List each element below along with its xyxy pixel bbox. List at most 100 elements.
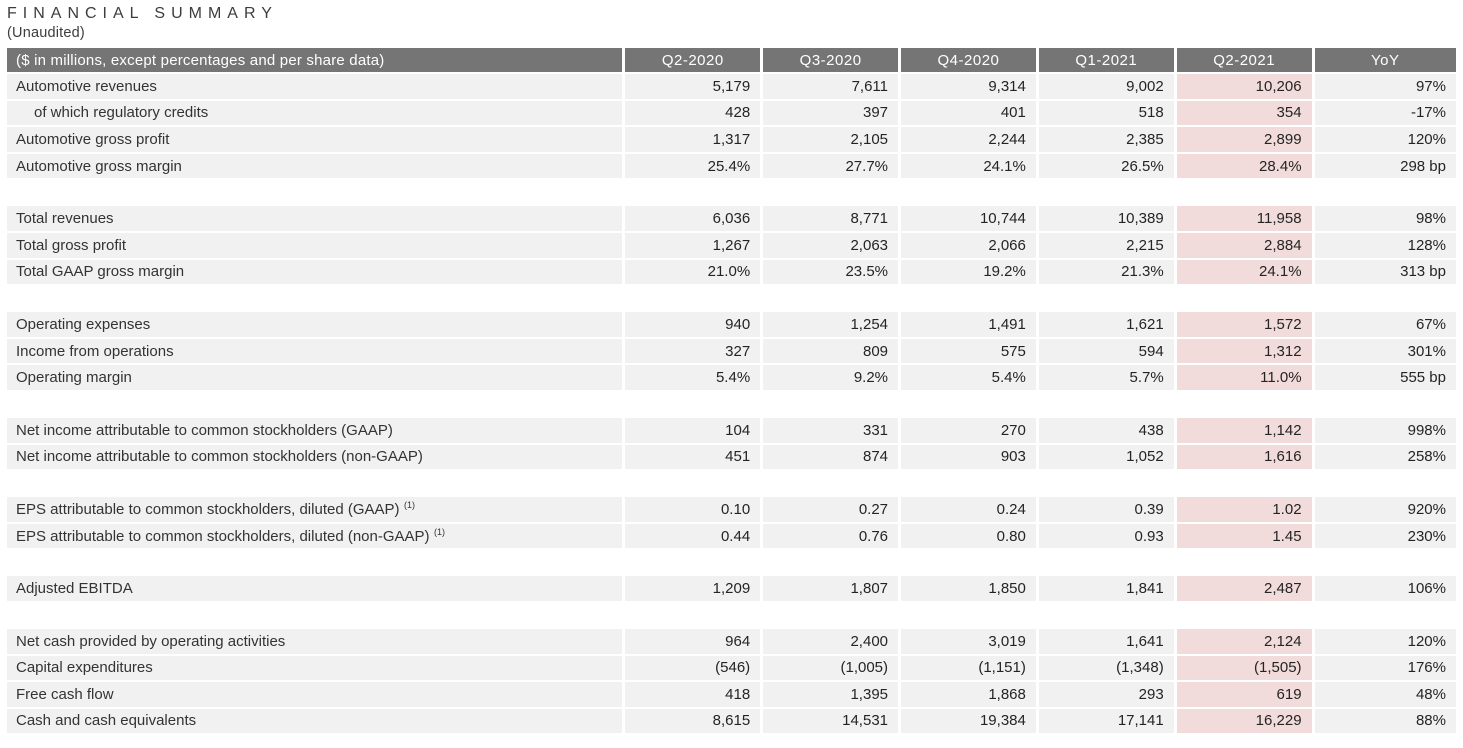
cell-value: 2,066 <box>898 231 1038 260</box>
cell-value: 21.3% <box>1035 258 1176 287</box>
cell-value: 120% <box>1311 628 1456 656</box>
cell-value: 1,641 <box>1035 628 1176 656</box>
group-spacer-row <box>7 601 1456 629</box>
row-label: Total GAAP gross margin <box>7 258 624 287</box>
cell-value: 9,002 <box>1035 73 1176 101</box>
cell-value: 2,244 <box>898 126 1038 154</box>
cell-value: 97% <box>1311 73 1456 101</box>
cell-value: 2,400 <box>760 628 900 656</box>
cell-value: 998% <box>1311 417 1456 445</box>
cell-value: 1,254 <box>760 312 900 339</box>
table-row: Automotive gross margin 25.4% 27.7% 24.1% 26… <box>7 152 1456 181</box>
cell-value: 10,389 <box>1035 206 1176 233</box>
cell-value: 5.4% <box>898 364 1038 392</box>
page-title: FINANCIAL SUMMARY <box>7 5 278 22</box>
table-row: Free cash flow 418 1,395 1,868 293 619 48% <box>7 681 1456 709</box>
cell-value: 1,209 <box>622 576 762 603</box>
cell-value: 258% <box>1311 443 1456 472</box>
cell-value: (1,151) <box>898 654 1038 683</box>
cell-value: 313 bp <box>1311 258 1456 287</box>
cell-value: 1,841 <box>1035 576 1176 603</box>
cell-value: 1.02 <box>1173 497 1314 524</box>
cell-value: 964 <box>622 628 762 656</box>
cell-value: 24.1% <box>1173 258 1314 287</box>
table-row: Automotive revenues 5,179 7,611 9,314 9,002 1… <box>7 73 1456 101</box>
table-row: Net cash provided by operating activitie… <box>7 628 1456 656</box>
cell-value: 176% <box>1311 654 1456 683</box>
cell-value: 594 <box>1035 337 1176 366</box>
row-label: Operating expenses <box>7 312 624 339</box>
footnote-marker: (1) <box>431 526 446 537</box>
cell-value: 128% <box>1311 231 1456 260</box>
cell-value: 327 <box>622 337 762 366</box>
cell-value: (1,005) <box>760 654 900 683</box>
cell-value: 1,807 <box>760 576 900 603</box>
cell-value: 331 <box>760 417 900 445</box>
cell-value: 1.45 <box>1173 522 1314 551</box>
row-label: Automotive revenues <box>7 73 624 101</box>
cell-value: 575 <box>898 337 1038 366</box>
cell-value: 1,395 <box>760 681 900 709</box>
cell-value: 619 <box>1173 681 1314 709</box>
cell-value: 0.76 <box>760 522 900 551</box>
column-header-q2-2021: Q2-2021 <box>1173 48 1314 74</box>
cell-value: 438 <box>1035 417 1176 445</box>
cell-value: 2,124 <box>1173 628 1314 656</box>
cell-value: 1,267 <box>622 231 762 260</box>
cell-value: 270 <box>898 417 1038 445</box>
row-label: EPS attributable to common stockholders,… <box>7 522 624 551</box>
cell-value: 1,317 <box>622 126 762 154</box>
cell-value: (1,348) <box>1035 654 1176 683</box>
cell-value: 2,884 <box>1173 231 1314 260</box>
table-row: Total revenues 6,036 8,771 10,744 10,389 11,9… <box>7 206 1456 233</box>
cell-value: 0.44 <box>622 522 762 551</box>
row-label: Income from operations <box>7 337 624 366</box>
row-label: Free cash flow <box>7 681 624 709</box>
cell-value: 2,899 <box>1173 126 1314 154</box>
row-label: Adjusted EBITDA <box>7 576 624 603</box>
table-caption-header: ($ in millions, except percentages and p… <box>7 48 624 74</box>
row-label: Automotive gross margin <box>7 152 624 181</box>
cell-value: 1,850 <box>898 576 1038 603</box>
table-row: of which regulatory credits 428 397 401 518 3… <box>7 99 1456 128</box>
cell-value: 10,206 <box>1173 73 1314 101</box>
column-header-q2-2020: Q2-2020 <box>622 48 762 74</box>
column-header-q1-2021: Q1-2021 <box>1035 48 1176 74</box>
cell-value: 8,615 <box>622 707 762 736</box>
cell-value: 401 <box>898 99 1038 128</box>
cell-value: 7,611 <box>760 73 900 101</box>
cell-value: 451 <box>622 443 762 472</box>
cell-value: 19.2% <box>898 258 1038 287</box>
cell-value: 6,036 <box>622 206 762 233</box>
group-spacer-row <box>7 179 1456 207</box>
cell-value: 5.4% <box>622 364 762 392</box>
row-label: Total revenues <box>7 206 624 233</box>
cell-value: 298 bp <box>1311 152 1456 181</box>
table-row: Automotive gross profit 1,317 2,105 2,244 2,… <box>7 126 1456 154</box>
row-label: Operating margin <box>7 364 624 392</box>
cell-value: 104 <box>622 417 762 445</box>
cell-value: 940 <box>622 312 762 339</box>
cell-value: 48% <box>1311 681 1456 709</box>
cell-value: 11,958 <box>1173 206 1314 233</box>
cell-value: 1,616 <box>1173 443 1314 472</box>
cell-value: 0.27 <box>760 497 900 524</box>
group-spacer-row <box>7 390 1456 418</box>
cell-value: 230% <box>1311 522 1456 551</box>
cell-value: 5.7% <box>1035 364 1176 392</box>
cell-value: 518 <box>1035 99 1176 128</box>
table-row: EPS attributable to common stockholders,… <box>7 522 1456 551</box>
row-label: Automotive gross profit <box>7 126 624 154</box>
column-header-yoy: YoY <box>1311 48 1456 74</box>
cell-value: 920% <box>1311 497 1456 524</box>
table-row: Total GAAP gross margin 21.0% 23.5% 19.2% 21… <box>7 258 1456 287</box>
row-label: of which regulatory credits <box>7 99 624 128</box>
cell-value: 1,312 <box>1173 337 1314 366</box>
table-row: Total gross profit 1,267 2,063 2,066 2,215 2,… <box>7 231 1456 260</box>
column-header-q3-2020: Q3-2020 <box>760 48 900 74</box>
row-label: Net income attributable to common stockh… <box>7 443 624 472</box>
row-label: Capital expenditures <box>7 654 624 683</box>
cell-value: 0.39 <box>1035 497 1176 524</box>
cell-value: 27.7% <box>760 152 900 181</box>
